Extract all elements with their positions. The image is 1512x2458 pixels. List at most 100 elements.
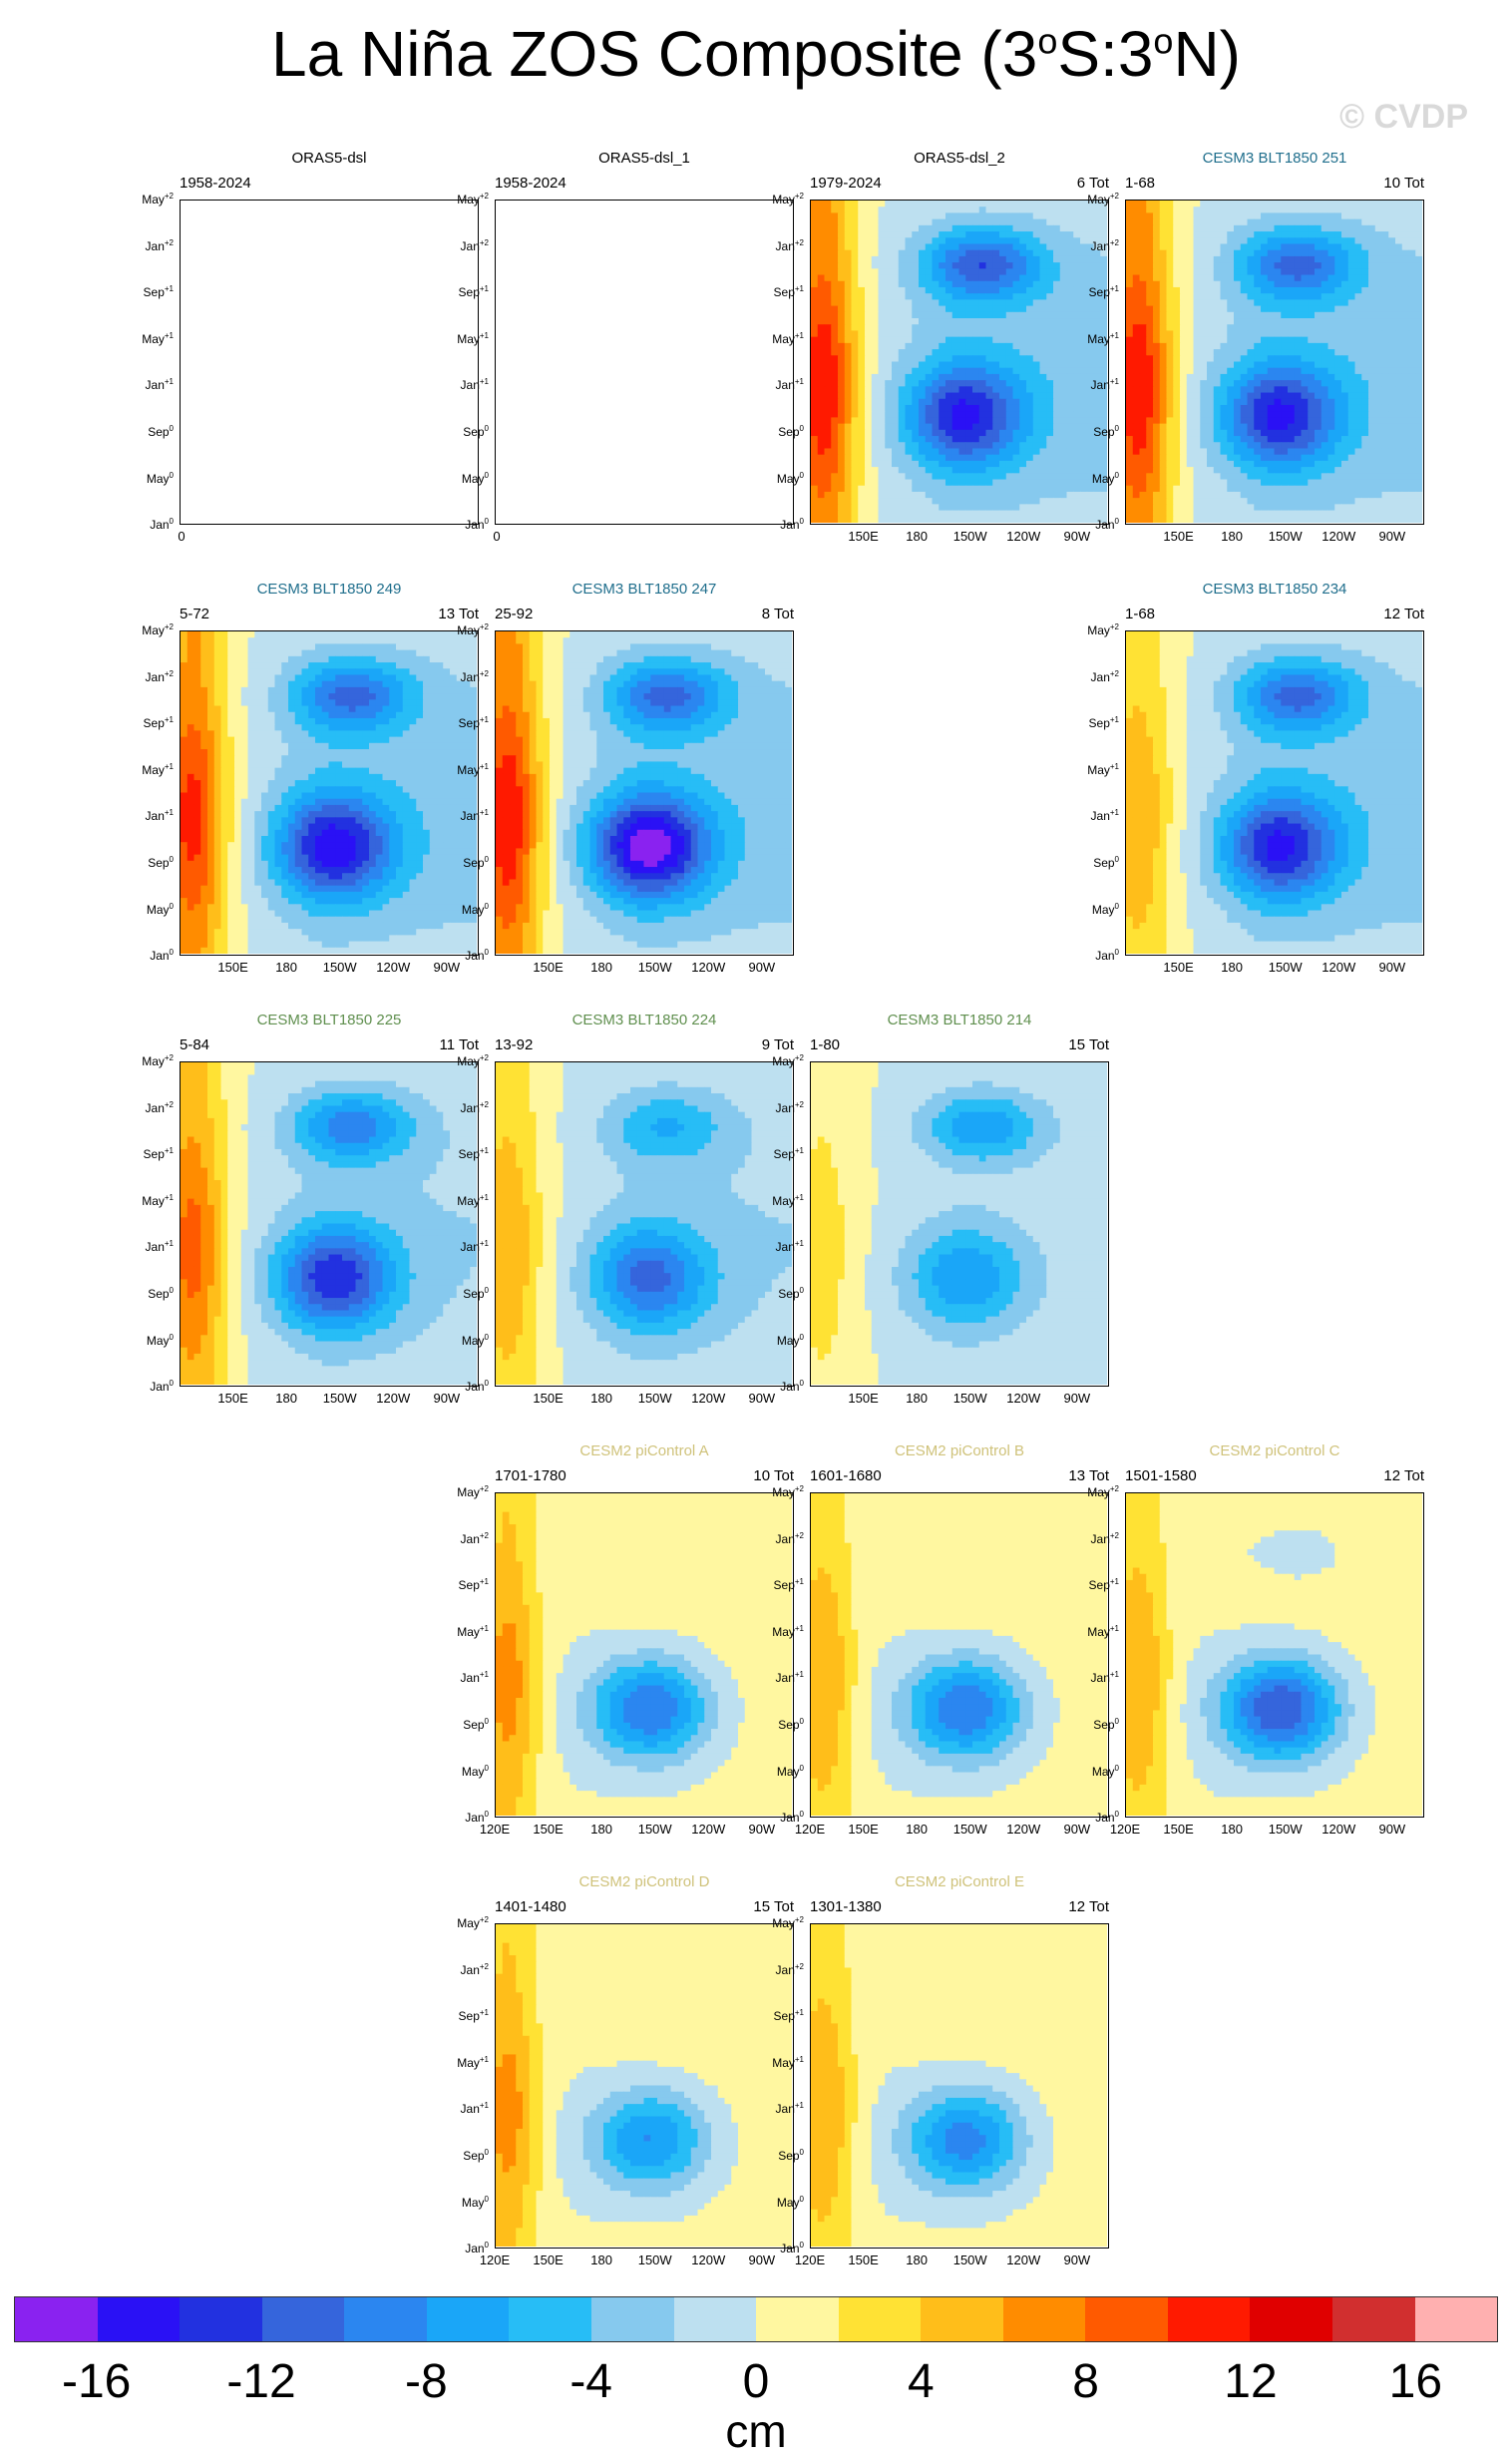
heatmap-cell xyxy=(1059,491,1068,499)
heatmap-cell xyxy=(1381,367,1389,375)
heatmap-cell xyxy=(1019,268,1027,276)
heatmap-cell xyxy=(1415,479,1423,487)
heatmap-cell xyxy=(1415,206,1423,214)
heatmap-cell xyxy=(261,674,269,682)
heatmap-cell xyxy=(892,280,900,288)
heatmap-cell xyxy=(945,324,953,332)
heatmap-cell xyxy=(811,510,819,518)
heatmap-cell xyxy=(1159,436,1168,443)
heatmap-cell xyxy=(972,429,980,437)
heatmap-cell xyxy=(1361,206,1369,214)
heatmap-cell xyxy=(1093,479,1101,487)
heatmap-cell xyxy=(1073,286,1081,294)
heatmap-cell xyxy=(1146,510,1154,518)
y-tick-label: Sep+1 xyxy=(459,284,489,299)
heatmap-cell xyxy=(355,649,363,657)
heatmap-cell xyxy=(1341,274,1349,282)
heatmap-cell xyxy=(912,361,920,369)
heatmap-cell xyxy=(817,349,826,356)
heatmap-cell xyxy=(965,286,973,294)
heatmap-cell xyxy=(878,467,886,474)
heatmap-cell xyxy=(1093,237,1101,245)
heatmap-cell xyxy=(1166,473,1174,481)
heatmap-cell xyxy=(1281,280,1289,288)
heatmap-cell xyxy=(905,336,913,344)
heatmap-cell xyxy=(1005,454,1014,462)
heatmap-cell xyxy=(1327,274,1335,282)
heatmap-cell xyxy=(1132,467,1141,474)
heatmap-cell xyxy=(844,510,853,518)
heatmap-cell xyxy=(925,429,934,437)
heatmap-cell xyxy=(885,367,893,375)
heatmap-cell xyxy=(985,237,993,245)
heatmap-cell xyxy=(1408,367,1416,375)
heatmap-cell xyxy=(187,662,195,669)
heatmap-cell xyxy=(1301,361,1309,369)
heatmap-cell xyxy=(1415,436,1423,443)
heatmap-cell xyxy=(1093,386,1101,394)
heatmap-cell xyxy=(1159,224,1168,232)
heatmap-cell xyxy=(220,662,228,669)
heatmap-cell xyxy=(992,311,1000,319)
heatmap-cell xyxy=(958,206,966,214)
heatmap-cell xyxy=(1327,268,1335,276)
heatmap-cell xyxy=(1261,498,1269,505)
heatmap-cell xyxy=(978,510,987,518)
heatmap-cell xyxy=(1347,436,1356,443)
heatmap-cell xyxy=(1288,473,1296,481)
heatmap-cell xyxy=(1146,330,1154,338)
heatmap-cell xyxy=(1227,467,1235,474)
heatmap-cell xyxy=(978,212,987,220)
panel-count: 6 Tot xyxy=(1077,175,1109,192)
heatmap-cell xyxy=(965,479,973,487)
heatmap-cell xyxy=(1415,473,1423,481)
heatmap-cell xyxy=(1086,249,1095,257)
heatmap-cell xyxy=(1415,448,1423,456)
heatmap-cell xyxy=(905,342,913,350)
heatmap-cell xyxy=(892,224,900,232)
heatmap-cell xyxy=(1308,392,1316,400)
heatmap-cell xyxy=(932,467,940,474)
heatmap-cell xyxy=(1073,417,1081,425)
heatmap-cell xyxy=(1315,448,1323,456)
heatmap-cell xyxy=(315,649,323,657)
heatmap-cell xyxy=(1073,479,1081,487)
heatmap-cell xyxy=(1388,404,1396,412)
heatmap-cell xyxy=(1180,373,1188,381)
heatmap-cell xyxy=(402,637,411,645)
heatmap-cell xyxy=(1274,286,1282,294)
heatmap-cell xyxy=(1173,404,1181,412)
heatmap-cell xyxy=(1093,498,1101,505)
heatmap-cell xyxy=(1012,268,1020,276)
heatmap-cell xyxy=(1254,479,1262,487)
heatmap-cell xyxy=(1395,237,1403,245)
heatmap-cell xyxy=(985,324,993,332)
heatmap-cell xyxy=(1073,218,1081,226)
y-tick-label: May+1 xyxy=(457,331,489,346)
heatmap-cell xyxy=(1341,355,1349,363)
heatmap-cell xyxy=(1234,224,1242,232)
heatmap-cell xyxy=(1341,206,1349,214)
heatmap-cell xyxy=(838,479,846,487)
heatmap-cell xyxy=(865,454,873,462)
plot-area xyxy=(1125,200,1424,525)
panel-cesm3-251: CESM3 BLT1850 251 1-68 10 Tot May+2 Jan+2 Sep… xyxy=(1087,150,1424,544)
heatmap-cell xyxy=(1395,243,1403,251)
heatmap-cell xyxy=(824,510,832,518)
heatmap-cell xyxy=(885,436,893,443)
heatmap-cell xyxy=(456,655,465,663)
heatmap-cell xyxy=(409,649,417,657)
heatmap-cell xyxy=(1180,417,1188,425)
heatmap-cell xyxy=(402,649,411,657)
heatmap-cell xyxy=(824,286,832,294)
heatmap-cell xyxy=(1166,255,1174,263)
heatmap-cell xyxy=(1334,330,1342,338)
heatmap-cell xyxy=(1053,367,1061,375)
heatmap-cell xyxy=(1100,305,1108,313)
heatmap-cell xyxy=(1415,237,1423,245)
heatmap-cell xyxy=(1213,336,1222,344)
heatmap-cell xyxy=(811,355,819,363)
heatmap-cell xyxy=(831,274,839,282)
heatmap-cell xyxy=(1132,293,1141,300)
heatmap-cell xyxy=(1200,299,1208,307)
